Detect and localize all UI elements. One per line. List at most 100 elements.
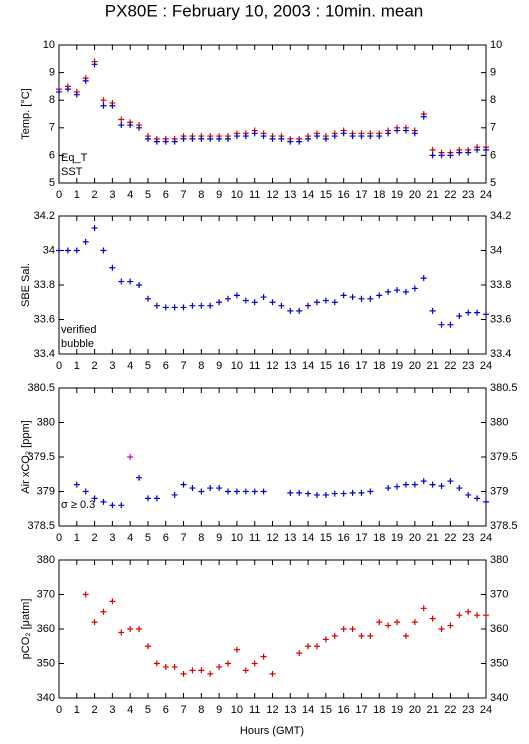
data-point xyxy=(438,321,445,328)
data-point xyxy=(260,294,267,301)
y-tick-label: 378.5 xyxy=(27,520,55,532)
data-point xyxy=(340,490,347,497)
x-tick-label: 11 xyxy=(249,704,260,716)
data-point xyxy=(278,135,285,142)
data-point xyxy=(180,304,187,311)
data-point xyxy=(394,287,401,294)
x-tick-label: 3 xyxy=(109,532,115,544)
x-tick-label: 9 xyxy=(216,704,222,716)
y-tick-label: 350 xyxy=(37,657,55,669)
data-point xyxy=(153,495,160,502)
data-point xyxy=(331,299,338,306)
data-point xyxy=(411,130,418,137)
data-point xyxy=(287,138,294,145)
y-tick-label-right: 340 xyxy=(490,692,508,704)
y-tick-label: 8 xyxy=(49,94,55,106)
x-tick-label: 18 xyxy=(373,532,385,544)
data-point xyxy=(385,288,392,295)
y-tick-label-right: 7 xyxy=(490,122,496,134)
x-tick-label: 3 xyxy=(109,704,115,716)
data-point xyxy=(465,608,472,615)
x-tick-label: 23 xyxy=(462,360,474,372)
data-point xyxy=(456,313,463,320)
data-point xyxy=(198,488,205,495)
legend-entry: verified xyxy=(61,324,96,336)
y-tick-label-right: 350 xyxy=(490,657,508,669)
data-point xyxy=(367,133,374,140)
data-point xyxy=(233,292,240,299)
data-point xyxy=(349,489,356,496)
x-tick-label: 16 xyxy=(338,360,350,372)
y-tick-label: 380 xyxy=(37,416,55,428)
x-tick-label: 14 xyxy=(302,532,314,544)
data-point xyxy=(429,152,436,159)
x-tick-label: 18 xyxy=(373,704,385,716)
data-point xyxy=(305,135,312,142)
data-point xyxy=(251,660,258,667)
data-point xyxy=(91,61,98,68)
x-tick-label: 15 xyxy=(320,532,332,544)
data-point xyxy=(456,149,463,156)
data-point xyxy=(233,488,240,495)
data-point xyxy=(171,491,178,498)
data-point xyxy=(402,481,409,488)
data-point xyxy=(73,481,80,488)
x-tick-label: 7 xyxy=(180,704,186,716)
y-tick-label: 380 xyxy=(37,554,55,566)
data-point xyxy=(376,133,383,140)
y-tick-label-right: 380.5 xyxy=(490,382,518,394)
x-tick-label: 22 xyxy=(444,532,456,544)
y-tick-label: 34.2 xyxy=(34,210,55,222)
legend-entry: SST xyxy=(61,166,83,178)
data-point xyxy=(394,483,401,490)
y-tick-label: 379.5 xyxy=(27,451,55,463)
data-point xyxy=(456,485,463,492)
data-point xyxy=(322,135,329,142)
data-point xyxy=(100,608,107,615)
data-point xyxy=(207,670,214,677)
x-tick-label: 17 xyxy=(355,189,367,201)
data-point xyxy=(251,130,258,137)
data-point xyxy=(198,302,205,309)
data-point xyxy=(411,619,418,626)
x-tick-label: 9 xyxy=(216,360,222,372)
x-tick-label: 12 xyxy=(266,704,278,716)
x-tick-label: 24 xyxy=(480,360,492,372)
chart-title: PX80E : February 10, 2003 : 10min. mean xyxy=(105,1,423,20)
legend-entry: bubble xyxy=(61,338,94,350)
y-tick-label-right: 379 xyxy=(490,485,508,497)
y-tick-label: 370 xyxy=(37,588,55,600)
data-point xyxy=(109,264,116,271)
data-point xyxy=(109,102,116,109)
x-tick-label: 10 xyxy=(231,189,243,201)
x-tick-label: 5 xyxy=(145,360,151,372)
y-axis-label: pCO₂ [μatm] xyxy=(20,599,32,660)
y-tick-label-right: 360 xyxy=(490,623,508,635)
data-point xyxy=(367,632,374,639)
data-point xyxy=(322,297,329,304)
data-point xyxy=(109,598,116,605)
data-point xyxy=(56,88,62,95)
y-axis-label: Temp. [°C] xyxy=(20,88,32,139)
data-point xyxy=(136,626,143,632)
data-point xyxy=(144,295,151,302)
x-tick-label: 16 xyxy=(338,532,350,544)
y-tick-label-right: 6 xyxy=(490,149,496,161)
data-point xyxy=(189,302,196,309)
x-tick-label: 16 xyxy=(338,704,350,716)
x-tick-label: 0 xyxy=(56,360,62,372)
data-point xyxy=(91,619,98,626)
y-tick-label-right: 9 xyxy=(490,67,496,79)
data-point xyxy=(420,478,427,485)
x-tick-label: 2 xyxy=(92,360,98,372)
data-point xyxy=(287,489,294,496)
data-point xyxy=(144,643,151,650)
y-tick-label: 33.6 xyxy=(34,313,55,325)
data-point xyxy=(483,311,489,318)
x-tick-label: 1 xyxy=(74,704,80,716)
x-tick-label: 13 xyxy=(284,360,296,372)
y-tick-label: 9 xyxy=(49,67,55,79)
data-point xyxy=(180,135,187,142)
data-point xyxy=(376,619,383,626)
data-point xyxy=(171,138,178,145)
